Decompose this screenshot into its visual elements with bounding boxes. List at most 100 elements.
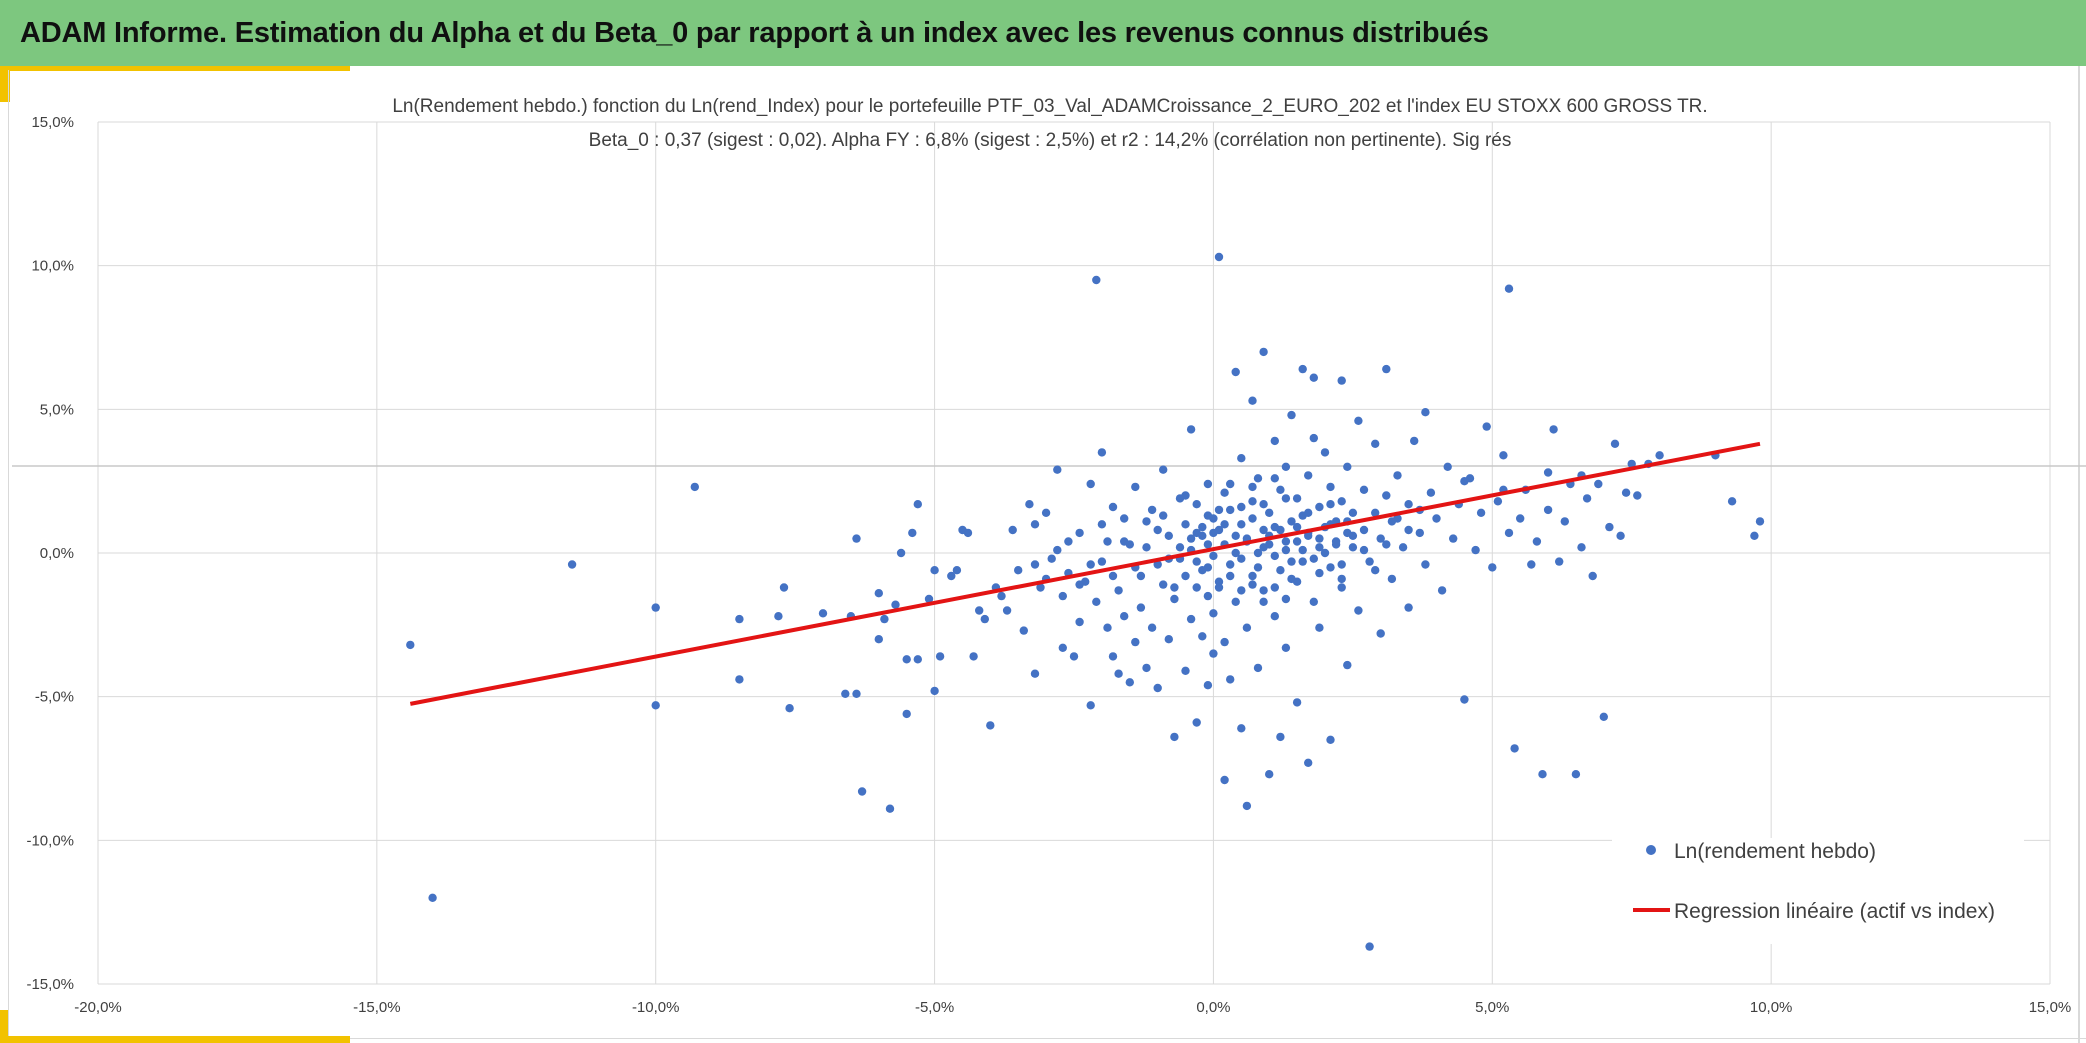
data-point bbox=[1750, 531, 1759, 540]
data-point bbox=[1170, 583, 1179, 592]
data-point bbox=[1226, 479, 1235, 489]
data-point bbox=[1214, 252, 1224, 262]
data-point bbox=[1097, 557, 1107, 566]
x-tick-label: 0,0% bbox=[1196, 999, 1230, 1016]
data-point bbox=[1437, 586, 1447, 595]
data-point bbox=[1248, 396, 1257, 405]
data-point bbox=[1259, 586, 1268, 595]
data-point bbox=[1404, 525, 1413, 535]
data-point bbox=[1248, 514, 1257, 523]
data-point bbox=[1153, 683, 1162, 693]
data-point bbox=[1125, 678, 1135, 687]
data-point bbox=[1304, 471, 1313, 480]
data-point bbox=[1248, 497, 1257, 506]
data-point bbox=[1627, 459, 1636, 469]
data-point bbox=[1248, 482, 1257, 492]
data-point bbox=[1309, 373, 1319, 382]
data-point bbox=[1053, 545, 1062, 555]
data-point bbox=[1014, 566, 1023, 575]
data-point bbox=[1170, 594, 1179, 604]
data-point bbox=[1532, 537, 1542, 546]
data-point bbox=[1186, 534, 1196, 543]
data-point bbox=[930, 686, 939, 696]
frame-border-right bbox=[2078, 66, 2080, 1043]
data-point bbox=[1359, 545, 1369, 555]
y-tick-label: 15,0% bbox=[31, 114, 74, 131]
data-point bbox=[1393, 514, 1402, 523]
data-point bbox=[1304, 758, 1313, 767]
chart-title-line-1: Ln(Rendement hebdo.) fonction du Ln(rend… bbox=[392, 96, 1707, 117]
data-point bbox=[1209, 551, 1218, 561]
data-point bbox=[1354, 416, 1363, 425]
header-banner: ADAM Informe. Estimation du Alpha et du … bbox=[0, 0, 2086, 66]
data-point bbox=[1220, 488, 1229, 497]
data-point bbox=[1198, 522, 1207, 532]
data-point bbox=[1053, 465, 1062, 474]
data-point bbox=[1120, 537, 1129, 546]
data-point bbox=[986, 721, 995, 730]
data-point bbox=[1432, 514, 1441, 523]
data-point bbox=[1114, 586, 1123, 595]
data-point bbox=[969, 652, 978, 661]
data-point bbox=[1315, 543, 1324, 552]
data-point bbox=[1354, 606, 1363, 615]
legend-label-line: Regression linéaire (actif vs index) bbox=[1674, 900, 1995, 923]
data-point bbox=[785, 704, 794, 713]
data-point bbox=[913, 655, 922, 664]
y-tick-label: -15,0% bbox=[26, 976, 74, 993]
data-point bbox=[930, 566, 939, 575]
x-tick-label: 15,0% bbox=[2029, 999, 2072, 1016]
data-point bbox=[651, 603, 660, 612]
accent-bar-bottom bbox=[0, 1036, 350, 1043]
data-point bbox=[1030, 560, 1040, 569]
data-point bbox=[1147, 505, 1157, 515]
data-point bbox=[1476, 508, 1486, 517]
data-point bbox=[1348, 531, 1358, 540]
data-point bbox=[1348, 508, 1358, 517]
data-point bbox=[1259, 597, 1268, 606]
data-point bbox=[1159, 580, 1168, 589]
data-point bbox=[1075, 617, 1084, 627]
data-point bbox=[1220, 775, 1229, 785]
data-point bbox=[874, 589, 883, 598]
data-point bbox=[1292, 494, 1302, 503]
data-point bbox=[1058, 591, 1068, 601]
data-point bbox=[1504, 284, 1514, 293]
data-point bbox=[874, 635, 883, 644]
y-tick-label: 5,0% bbox=[40, 401, 74, 418]
data-point bbox=[1259, 347, 1268, 357]
data-point bbox=[1727, 497, 1737, 506]
data-point bbox=[1298, 364, 1307, 374]
data-point bbox=[1270, 436, 1280, 446]
data-point bbox=[1315, 502, 1324, 512]
data-point bbox=[1198, 632, 1207, 641]
data-point bbox=[1582, 494, 1592, 503]
data-point bbox=[947, 571, 956, 581]
data-point bbox=[1549, 425, 1558, 434]
data-point bbox=[1226, 571, 1235, 581]
data-point bbox=[885, 804, 895, 813]
data-point bbox=[1365, 557, 1374, 566]
data-point bbox=[1655, 451, 1664, 460]
data-point bbox=[1326, 500, 1335, 509]
data-point bbox=[1097, 448, 1107, 457]
data-point bbox=[1265, 770, 1274, 779]
x-tick-label: 5,0% bbox=[1475, 999, 1509, 1016]
data-point bbox=[1460, 477, 1469, 486]
data-point bbox=[1120, 514, 1129, 523]
data-point bbox=[1092, 597, 1101, 606]
data-point bbox=[1499, 451, 1508, 460]
data-point bbox=[1203, 479, 1213, 489]
data-point bbox=[1610, 439, 1620, 448]
data-point bbox=[1304, 508, 1313, 517]
data-point bbox=[1326, 735, 1335, 744]
data-point bbox=[1504, 528, 1514, 538]
data-point bbox=[1605, 522, 1614, 532]
data-point bbox=[1253, 663, 1263, 673]
frame-border-left bbox=[8, 70, 9, 1036]
data-point bbox=[1337, 497, 1346, 506]
data-point bbox=[908, 528, 917, 538]
legend-marker-points bbox=[1646, 845, 1656, 855]
data-point bbox=[880, 614, 889, 624]
data-point bbox=[1019, 626, 1028, 635]
